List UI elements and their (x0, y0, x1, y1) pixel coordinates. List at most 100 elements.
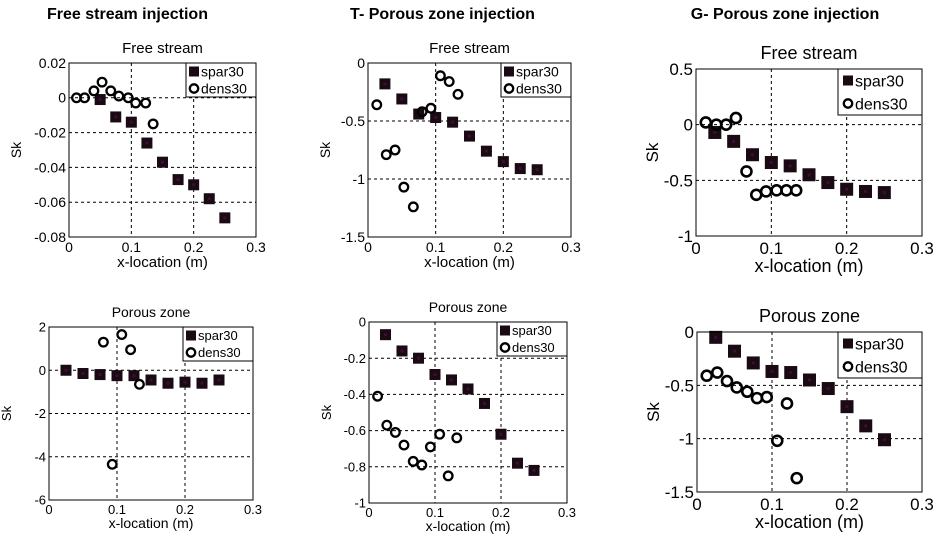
x-tick-label: 0 (364, 239, 372, 255)
data-point-center-spar30 (115, 374, 119, 378)
data-point-center-spar30 (400, 349, 404, 353)
data-point-center-spar30 (183, 380, 187, 384)
data-point-dens30 (760, 390, 774, 404)
data-point-center-spar30 (518, 167, 522, 171)
data-point-dens30 (452, 88, 464, 100)
y-tick-label: 2 (39, 320, 46, 335)
axes-frame (68, 62, 257, 238)
legend-label-spar30: spar30 (855, 336, 904, 353)
data-point-dens30 (434, 70, 446, 82)
legend: spar30 dens30 (837, 68, 923, 116)
axes-frame (695, 68, 923, 237)
legend-marker-circle-icon (842, 98, 854, 109)
data-point-dens30 (147, 118, 159, 130)
y-axis-label: Sk (644, 402, 663, 422)
y-tick-label: -0.04 (34, 159, 66, 175)
data-point-dens30 (710, 366, 724, 379)
data-point-center-spar30 (499, 432, 503, 436)
legend-marker-circle-icon (503, 83, 515, 94)
y-axis-label: Sk (317, 141, 333, 158)
data-point-center-spar30 (166, 381, 170, 385)
data-point-dens30 (88, 85, 100, 97)
data-point-dens30 (389, 144, 401, 156)
x-tick-label: 0.2 (835, 495, 859, 514)
data-point-dens30 (442, 470, 454, 482)
y-tick-label: -0.6 (344, 423, 366, 438)
x-tick-label: 0.1 (760, 495, 784, 514)
data-point-center-spar30 (129, 120, 133, 124)
x-axis-label: x-location (m) (117, 254, 208, 271)
panel-2: 0 0.1 0.2 0.3 0 -0.5 -1 -1.5 Free stream x-locati… (317, 40, 581, 271)
data-point-dens30 (790, 471, 804, 485)
data-point-center-spar30 (192, 183, 196, 187)
data-point-dens30 (770, 434, 784, 448)
data-point-center-spar30 (501, 160, 505, 164)
legend-label-spar30: spar30 (512, 323, 552, 338)
legend-marker-circle-icon (842, 361, 854, 372)
y-tick-label: -0.08 (34, 229, 66, 245)
legend-marker-square-icon (504, 66, 514, 77)
data-point-dens30 (789, 184, 803, 197)
data-point-dens30 (451, 432, 463, 444)
y-tick-label: -4 (34, 449, 46, 464)
y-tick-label: 0 (357, 55, 365, 71)
data-point-dens30 (740, 385, 754, 399)
data-point-dens30 (398, 439, 410, 451)
data-point-center-spar30 (751, 361, 755, 365)
legend-marker-circle-icon (499, 342, 511, 353)
data-point-center-spar30 (882, 191, 886, 195)
data-point-center-spar30 (769, 161, 773, 165)
data-point-center-spar30 (132, 374, 136, 378)
data-point-dens30 (443, 76, 455, 88)
data-point-center-spar30 (535, 168, 539, 172)
panel-title: Free stream (429, 40, 510, 57)
axes-frame (696, 331, 923, 493)
y-axis-label: Sk (0, 405, 14, 421)
x-tick-label: 0.3 (561, 239, 581, 255)
data-point-center-spar30 (788, 164, 792, 168)
panel-1: 0 0.1 0.2 0.3 0.02 0 -0.02 -0.04 -0.06 -0.08 Free … (8, 40, 266, 271)
data-point-center-spar30 (434, 116, 438, 120)
x-tick-label: 0.1 (108, 502, 126, 517)
data-point-center-spar30 (826, 387, 830, 391)
legend-label-spar30: spar30 (516, 64, 559, 80)
x-tick-label: 0 (365, 505, 372, 520)
data-point-dens30 (381, 419, 393, 431)
data-point-center-spar30 (483, 401, 486, 405)
data-point-center-spar30 (207, 197, 211, 201)
panel-5: 0 0.1 0.2 0.3 0 -0.2 -0.4 -0.6 -0.8 -1 Porous zone… (319, 299, 576, 534)
y-tick-label: -0.8 (344, 459, 366, 474)
y-tick-label: 0.5 (669, 60, 693, 79)
data-point-dens30 (122, 92, 134, 104)
data-point-center-spar30 (114, 115, 118, 119)
y-tick-label: 0 (39, 363, 46, 378)
y-tick-label: 0 (359, 315, 366, 330)
y-tick-label: 0.02 (39, 55, 66, 71)
x-tick-label: 0.3 (558, 505, 576, 520)
x-tick-label: 0.3 (910, 495, 934, 514)
data-point-dens30 (424, 441, 436, 453)
data-point-dens30 (719, 118, 733, 131)
column-title-t-porous-zone-injection: T- Porous zone injection (350, 6, 535, 23)
data-point-center-spar30 (98, 373, 102, 377)
data-point-center-spar30 (400, 97, 404, 101)
data-point-dens30 (730, 381, 744, 394)
y-tick-label: -6 (34, 493, 46, 508)
panel-title: Free stream (760, 43, 857, 63)
legend-marker-square-icon (843, 338, 853, 349)
data-point-center-spar30 (64, 368, 68, 372)
data-point-center-spar30 (770, 369, 774, 373)
data-point-center-spar30 (733, 349, 736, 353)
column-title-g-porous-zone-injection: G- Porous zone injection (690, 6, 880, 23)
data-point-center-spar30 (468, 134, 471, 138)
data-point-center-spar30 (384, 333, 387, 337)
data-point-center-spar30 (808, 378, 811, 382)
data-point-center-spar30 (714, 335, 718, 339)
data-point-dens30 (140, 97, 152, 109)
data-point-center-spar30 (161, 160, 164, 164)
data-point-center-spar30 (883, 438, 886, 442)
axes-frame (48, 326, 254, 501)
y-axis-label: Sk (643, 142, 662, 162)
axes-frame (367, 62, 572, 238)
y-tick-label: -1.5 (341, 229, 365, 245)
